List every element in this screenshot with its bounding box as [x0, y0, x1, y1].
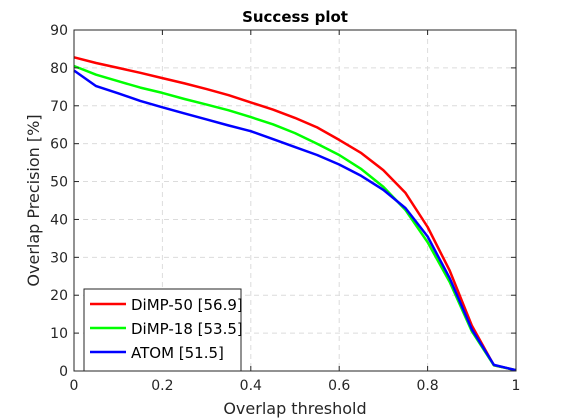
- y-tick-label: 30: [50, 250, 68, 266]
- x-tick-label: 1: [512, 378, 521, 394]
- x-tick-label: 0: [70, 378, 79, 394]
- y-tick-label: 40: [50, 212, 68, 228]
- legend-box: [83, 288, 242, 372]
- series-line: [73, 56, 517, 372]
- y-axis-label: Overlap Precision [%]: [24, 114, 43, 286]
- series-layer: [73, 56, 517, 372]
- legend-entry: DiMP-50 [56.9]: [131, 296, 243, 314]
- y-tick-label: 80: [50, 61, 68, 77]
- plot-frame: [73, 29, 517, 372]
- x-axis: 0 0.2 0.4 0.6 0.8 1: [70, 30, 521, 394]
- y-tick-label: 90: [50, 23, 68, 39]
- x-tick-label: 0.2: [151, 378, 173, 394]
- y-tick-label: 10: [50, 326, 68, 342]
- y-axis: 0 10 20 30 40 50 60 70 80 90: [50, 23, 516, 380]
- y-tick-label: 70: [50, 99, 68, 115]
- x-tick-label: 0.4: [240, 378, 262, 394]
- x-tick-label: 0.6: [328, 378, 350, 394]
- legend: DiMP-50 [56.9] DiMP-18 [53.5] ATOM [51.5]: [83, 288, 243, 372]
- x-tick-label: 0.8: [416, 378, 438, 394]
- chart-title: Success plot: [242, 8, 348, 26]
- legend-entry: ATOM [51.5]: [131, 344, 224, 362]
- series-line: [73, 64, 517, 372]
- y-tick-label: 50: [50, 175, 68, 191]
- y-tick-label: 60: [50, 137, 68, 153]
- series-line: [73, 69, 517, 372]
- legend-entry: DiMP-18 [53.5]: [131, 320, 243, 338]
- y-tick-label: 20: [50, 288, 68, 304]
- x-axis-label: Overlap threshold: [223, 399, 366, 418]
- y-tick-label: 0: [59, 364, 68, 380]
